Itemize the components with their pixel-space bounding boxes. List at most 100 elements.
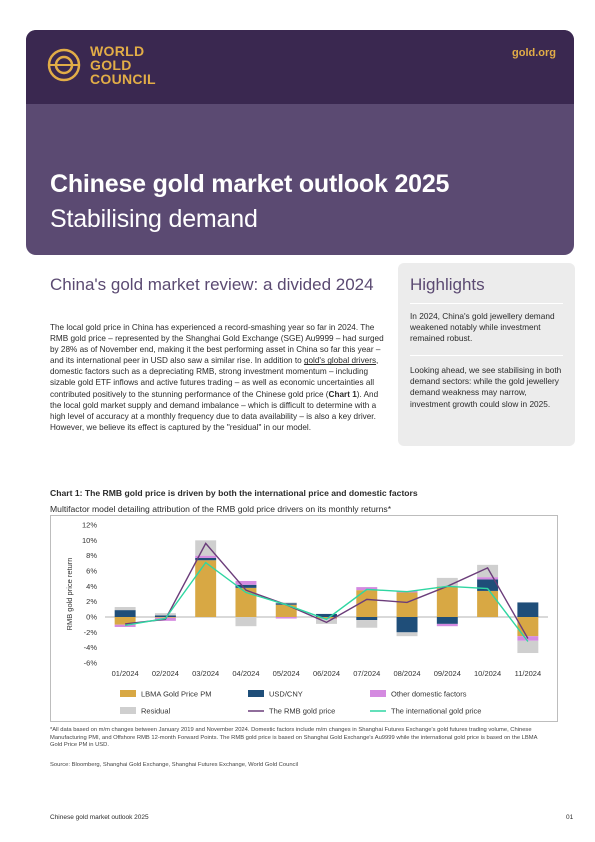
y-tick-label: 2% xyxy=(86,597,97,606)
bar-lbma-gold-price-pm xyxy=(436,586,458,617)
bar-residual xyxy=(154,613,176,616)
bar-other-domestic-factors xyxy=(356,587,378,591)
bar-usd-cny xyxy=(235,584,257,588)
y-axis-label: RMB gold price return xyxy=(65,558,74,631)
bar-residual xyxy=(235,617,257,627)
legend-label: Other domestic factors xyxy=(391,690,467,699)
bar-other-domestic-factors xyxy=(436,623,458,627)
wgc-logo: WORLD GOLD COUNCIL xyxy=(46,44,156,86)
line-the-rmb-gold-price xyxy=(125,542,529,639)
body-text-2: , domestic factors such as a depreciatin… xyxy=(50,356,379,399)
y-tick-label: -6% xyxy=(84,659,98,668)
highlight-1: In 2024, China's gold jewellery demand w… xyxy=(410,311,555,344)
y-tick-label: 4% xyxy=(86,582,97,591)
global-drivers-link[interactable]: gold's global drivers xyxy=(303,356,377,366)
x-tick-label: 10/2024 xyxy=(474,669,501,678)
x-tick-label: 04/2024 xyxy=(232,669,259,678)
bar-lbma-gold-price-pm xyxy=(396,592,418,617)
legend-label: The RMB gold price xyxy=(269,707,335,716)
chart-frame xyxy=(50,515,558,722)
bar-usd-cny xyxy=(114,610,136,617)
bar-residual xyxy=(477,564,499,578)
x-tick-label: 06/2024 xyxy=(313,669,340,678)
legend-swatch xyxy=(120,707,136,714)
stacked-bar-chart: RMB gold price return -6% -4% -2% 0% 2% 4% 6% 8%… xyxy=(65,521,548,716)
y-tick-label: 12% xyxy=(82,521,97,530)
y-tick-label: -4% xyxy=(84,643,98,652)
bar-lbma-gold-price-pm xyxy=(195,560,217,617)
y-tick-label: -2% xyxy=(84,628,98,637)
bar-lbma-gold-price-pm xyxy=(114,617,136,625)
bar-residual xyxy=(436,577,458,587)
bar-lbma-gold-price-pm xyxy=(477,590,499,617)
footer-title: Chinese gold market outlook 2025 xyxy=(50,814,149,821)
legend-label: The international gold price xyxy=(391,707,481,716)
bar-other-domestic-factors xyxy=(275,617,297,619)
chart-reference: Chart 1 xyxy=(328,389,357,399)
footnote: *All data based on m/m changes between J… xyxy=(50,727,538,749)
bar-usd-cny xyxy=(154,615,176,617)
x-tick-label: 07/2024 xyxy=(353,669,380,678)
bar-lbma-gold-price-pm xyxy=(316,617,337,619)
page-subtitle: Stabilising demand xyxy=(50,205,258,233)
body-text-1: The local gold price in China has experi… xyxy=(50,323,384,366)
x-tick-label: 01/2024 xyxy=(112,669,139,678)
line-the-international-gold-price xyxy=(124,561,529,642)
bar-lbma-gold-price-pm xyxy=(356,590,378,617)
x-tick-label: 02/2024 xyxy=(152,669,179,678)
logo-line-1: WORLD xyxy=(90,43,145,59)
highlights-title: Highlights xyxy=(410,275,485,294)
legend-swatch xyxy=(248,690,264,697)
y-tick-label: 8% xyxy=(86,551,97,560)
highlights-box: Highlights In 2024, China's gold jewelle… xyxy=(398,263,575,446)
bar-usd-cny xyxy=(396,617,418,633)
wgc-emblem-icon xyxy=(47,48,81,82)
bar-residual xyxy=(275,602,297,604)
chart-title: Chart 1: The RMB gold price is driven by… xyxy=(50,488,418,498)
highlight-2: Looking ahead, we see stabilising in bot… xyxy=(410,365,562,409)
bar-lbma-gold-price-pm xyxy=(517,617,539,637)
bar-residual xyxy=(517,640,539,654)
bar-other-domestic-factors xyxy=(195,555,217,558)
divider xyxy=(410,303,563,304)
section-heading: China's gold market review: a divided 20… xyxy=(50,275,374,294)
site-link[interactable]: gold.org xyxy=(512,47,556,59)
bar-usd-cny xyxy=(316,613,337,617)
bar-other-domestic-factors xyxy=(235,580,257,585)
y-tick-label: 10% xyxy=(82,536,97,545)
bar-lbma-gold-price-pm xyxy=(275,604,297,617)
bar-residual xyxy=(396,632,418,637)
bar-residual xyxy=(356,620,378,628)
x-tick-label: 08/2024 xyxy=(393,669,420,678)
page-title: Chinese gold market outlook 2025 xyxy=(50,170,450,198)
x-tick-label: 11/2024 xyxy=(515,669,542,678)
bar-lbma-gold-price-pm xyxy=(235,587,257,617)
legend-label: USD/CNY xyxy=(269,690,303,699)
hero-top-band xyxy=(26,30,574,104)
x-tick-label: 09/2024 xyxy=(434,669,461,678)
source-note: Source: Bloomberg, Shanghai Gold Exchang… xyxy=(50,762,299,768)
bar-usd-cny xyxy=(356,617,378,621)
page-number: 01 xyxy=(566,814,574,821)
chart-subtitle: Multifactor model detailing attribution … xyxy=(50,504,392,514)
bar-usd-cny xyxy=(195,557,217,561)
bar-residual xyxy=(114,607,136,611)
body-text-3: ). And the local gold market supply and … xyxy=(50,389,379,432)
section-body: The local gold price in China has experi… xyxy=(50,322,385,433)
bar-usd-cny xyxy=(517,602,539,617)
x-tick-label: 05/2024 xyxy=(273,669,300,678)
bar-usd-cny xyxy=(436,617,458,624)
x-tick-label: 03/2024 xyxy=(192,669,219,678)
hero-banner: WORLD GOLD COUNCIL gold.org Chinese gold… xyxy=(26,30,574,255)
logo-line-2: GOLD xyxy=(90,57,132,73)
logo-line-3: COUNCIL xyxy=(90,71,156,87)
bar-other-domestic-factors xyxy=(477,577,499,580)
legend-label: LBMA Gold Price PM xyxy=(141,690,211,699)
y-tick-label: 6% xyxy=(86,567,97,576)
bar-usd-cny xyxy=(477,579,499,591)
divider xyxy=(410,355,563,356)
bar-other-domestic-factors xyxy=(114,624,136,627)
legend-swatch xyxy=(120,690,136,697)
y-tick-label: 0% xyxy=(86,613,97,622)
legend-swatch xyxy=(370,690,386,697)
